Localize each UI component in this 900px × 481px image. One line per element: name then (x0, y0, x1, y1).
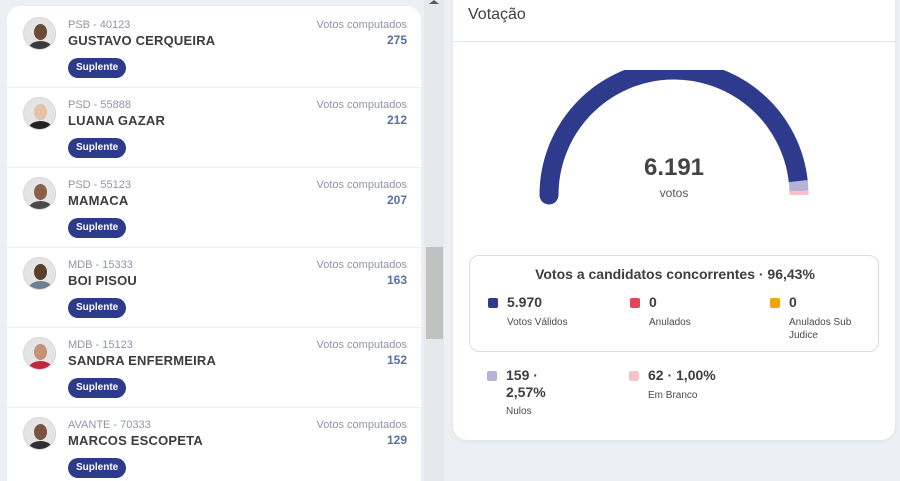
legend-swatch (629, 371, 639, 381)
panel-title: Votação (468, 6, 526, 23)
candidate-party: PSB - 40123 (68, 19, 131, 31)
candidate-avatar (23, 177, 56, 210)
candidate-list: PSB - 40123 GUSTAVO CERQUEIRA Suplente Voto… (7, 6, 421, 481)
candidate-avatar (23, 417, 56, 450)
votes-count: 275 (386, 33, 407, 47)
stat-label: Em Branco (648, 390, 698, 401)
votes-count: 207 (386, 193, 407, 207)
votes-count: 129 (386, 433, 407, 447)
status-badge: Suplente (68, 378, 127, 398)
candidate-party: AVANTE - 70333 (68, 419, 151, 431)
candidate-avatar (23, 97, 56, 130)
candidate-name: MARCOS ESCOPETA (68, 433, 203, 448)
votes-count: 163 (386, 273, 407, 287)
candidate-party: MDB - 15333 (68, 259, 133, 271)
votes-label: Votos computados (316, 179, 407, 191)
legend-swatch (487, 371, 497, 381)
status-badge: Suplente (68, 138, 127, 158)
legend-swatch (488, 298, 498, 308)
voting-panel: Votação 6.191 votos Votos a candidatos c… (453, 0, 895, 440)
votes-label: Votos computados (316, 259, 407, 271)
votes-gauge (539, 70, 809, 205)
stat-value: 0 (649, 294, 657, 310)
legend-swatch (630, 298, 640, 308)
total-votes-label: votos (659, 186, 689, 200)
candidate-avatar (23, 257, 56, 290)
status-badge: Suplente (68, 58, 127, 78)
votes-count: 152 (386, 353, 407, 367)
candidate-party: MDB - 15123 (68, 339, 133, 351)
votes-label: Votos computados (316, 419, 407, 431)
candidate-row[interactable]: PSB - 40123 GUSTAVO CERQUEIRA Suplente Voto… (7, 8, 421, 88)
status-badge: Suplente (68, 458, 127, 478)
stat-value: 0 (789, 294, 797, 310)
candidate-party: PSD - 55123 (68, 179, 131, 191)
stat-value: 159 · 2,57% (506, 367, 546, 400)
stat-label: Nulos (506, 406, 532, 417)
stat-label: Votos Válidos (507, 317, 568, 328)
scrollbar-track[interactable] (424, 0, 444, 481)
votes-label: Votos computados (316, 19, 407, 31)
stat-value: 5.970 (507, 294, 543, 310)
scrollbar-thumb[interactable] (426, 247, 443, 339)
candidate-name: SANDRA ENFERMEIRA (68, 353, 217, 368)
candidate-party: PSD - 55888 (68, 99, 131, 111)
votes-label: Votos computados (316, 339, 407, 351)
candidate-row[interactable]: PSD - 55888 LUANA GAZAR Suplente Votos comp… (7, 88, 421, 168)
candidate-row[interactable]: AVANTE - 70333 MARCOS ESCOPETA Suplente Vot… (7, 408, 421, 481)
candidate-name: MAMACA (68, 193, 129, 208)
concurrent-votes-title: Votos a candidatos concorrentes · 96,43% (535, 266, 815, 282)
divider (453, 41, 895, 42)
gauge-segment-nulos (788, 179, 809, 192)
stat-label: Anulados Sub Judice (789, 317, 852, 341)
legend-swatch (770, 298, 780, 308)
stat-label: Anulados (649, 317, 691, 328)
votes-count: 212 (386, 113, 407, 127)
status-badge: Suplente (68, 218, 127, 238)
candidate-avatar (23, 17, 56, 50)
candidate-name: GUSTAVO CERQUEIRA (68, 33, 216, 48)
candidate-row[interactable]: MDB - 15123 SANDRA ENFERMEIRA Suplente Voto… (7, 328, 421, 408)
scroll-up-arrow-icon[interactable] (429, 0, 439, 4)
concurrent-votes-box: Votos a candidatos concorrentes · 96,43%… (469, 255, 879, 352)
candidate-name: BOI PISOU (68, 273, 137, 288)
status-badge: Suplente (68, 298, 127, 318)
candidate-row[interactable]: MDB - 15333 BOI PISOU Suplente Votos comput… (7, 248, 421, 328)
candidate-avatar (23, 337, 56, 370)
votes-label: Votos computados (316, 99, 407, 111)
candidate-row[interactable]: PSD - 55123 MAMACA Suplente Votos computado… (7, 168, 421, 248)
candidate-name: LUANA GAZAR (68, 113, 166, 128)
total-votes: 6.191 (643, 154, 705, 181)
gauge-segment-votos-v-lidos (539, 70, 808, 205)
stat-value: 62 · 1,00% (648, 367, 716, 383)
